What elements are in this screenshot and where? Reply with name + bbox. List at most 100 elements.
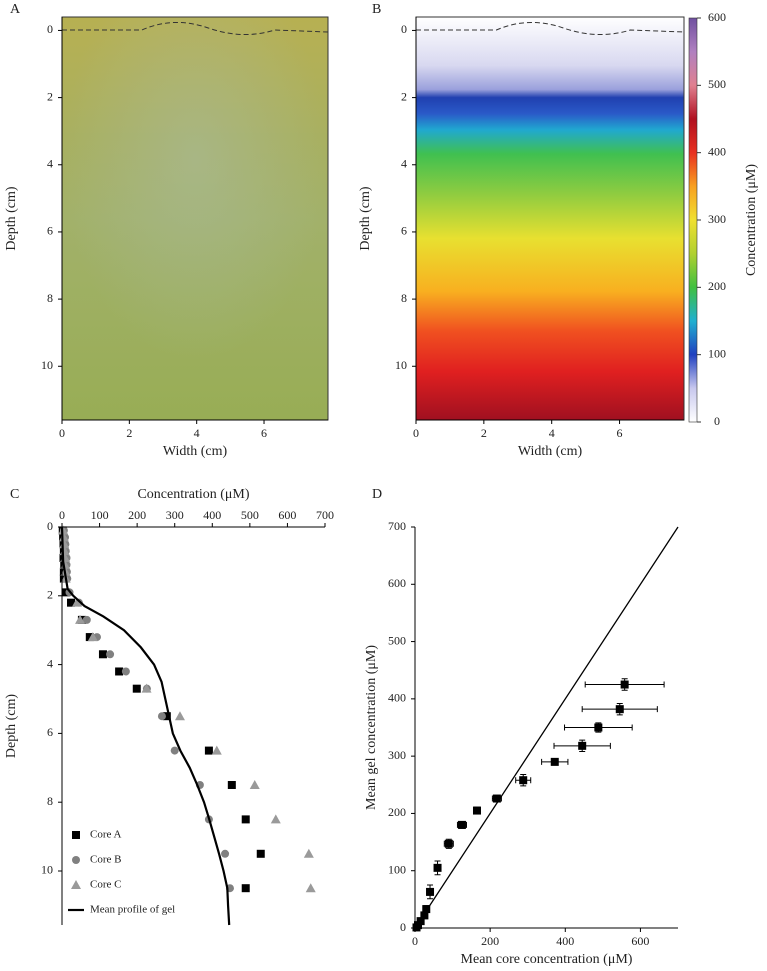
- colorbar-tick-label: 500: [708, 77, 726, 91]
- marker-square: [162, 712, 171, 721]
- x-tick-label: 6: [261, 426, 267, 440]
- y-tick-label: 700: [388, 519, 406, 533]
- marker-square: [241, 884, 250, 893]
- marker-square: [615, 705, 624, 714]
- marker-square: [256, 849, 265, 858]
- y-axis-title: Depth (cm): [358, 186, 373, 250]
- y-tick-label: 0: [47, 22, 53, 36]
- x-tick-label: 0: [59, 508, 65, 522]
- marker-square: [550, 757, 559, 766]
- marker-square: [85, 633, 94, 642]
- y-tick-label: 500: [388, 633, 406, 647]
- y-tick-label: 400: [388, 691, 406, 705]
- surface-line: [62, 21, 329, 36]
- y-tick-label: 8: [47, 794, 53, 808]
- x-tick-label: 4: [194, 426, 200, 440]
- colorbar-tick-label: 0: [714, 414, 720, 428]
- marker-square: [241, 815, 250, 824]
- y-tick-label: 0: [401, 22, 407, 36]
- marker-square: [204, 746, 213, 755]
- marker-triangle: [270, 814, 281, 824]
- y-tick-label: 100: [388, 862, 406, 876]
- marker-square: [426, 887, 435, 896]
- y-axis-title: Depth (cm): [4, 186, 19, 250]
- marker-square: [115, 667, 124, 676]
- marker-square: [227, 780, 236, 789]
- marker-square: [422, 905, 431, 914]
- y-tick-label: 0: [47, 519, 53, 533]
- marker-square: [472, 806, 481, 815]
- y-tick-label: 4: [401, 157, 407, 171]
- y-tick-label: 2: [47, 588, 53, 602]
- x-axis-title: Width (cm): [163, 444, 228, 459]
- y-tick-label: 6: [401, 224, 407, 238]
- legend-label: Core C: [90, 879, 121, 891]
- y-tick-label: 8: [401, 291, 407, 305]
- marker-square: [578, 741, 587, 750]
- marker-triangle: [72, 597, 83, 607]
- y-tick-label: 6: [47, 224, 53, 238]
- panel-label: A: [10, 2, 21, 17]
- marker-square: [620, 680, 629, 689]
- colorbar-tick-label: 600: [708, 10, 726, 24]
- x-tick-label: 200: [481, 934, 499, 948]
- x-tick-label: 700: [316, 508, 334, 522]
- surface-line: [416, 21, 685, 36]
- marker-square: [457, 820, 466, 829]
- y-tick-label: 10: [41, 358, 53, 372]
- panel-label: C: [10, 487, 19, 502]
- x-tick-label: 0: [412, 934, 418, 948]
- marker-square: [433, 863, 442, 872]
- marker-circle: [121, 667, 130, 676]
- marker-square: [444, 839, 453, 848]
- marker-circle: [106, 650, 115, 659]
- y-tick-label: 200: [388, 805, 406, 819]
- marker-square: [420, 911, 429, 920]
- y-tick-label: 300: [388, 748, 406, 762]
- x-tick-label: 300: [166, 508, 184, 522]
- x-tick-label: 0: [59, 426, 65, 440]
- y-axis-title: Depth (cm): [4, 694, 19, 758]
- x-tick-label: 0: [413, 426, 419, 440]
- x-tick-label: 2: [481, 426, 487, 440]
- y-tick-label: 4: [47, 157, 53, 171]
- x-axis-title: Mean core concentration (μM): [461, 952, 633, 967]
- legend-label: Core A: [90, 829, 122, 841]
- y-tick-label: 6: [47, 725, 53, 739]
- colorbar-tick-label: 200: [708, 279, 726, 293]
- x-tick-label: 6: [617, 426, 623, 440]
- legend-label: Mean profile of gel: [90, 904, 175, 916]
- marker-triangle: [303, 848, 314, 858]
- panel: D 0 200 400 600 0 100 200 300 400 500 600 700 Mean co…: [364, 487, 679, 967]
- image: [416, 17, 684, 420]
- marker-triangle: [305, 883, 316, 893]
- marker-square: [519, 776, 528, 785]
- legend-marker: [72, 856, 80, 864]
- marker-circle: [157, 712, 166, 721]
- y-tick-label: 2: [401, 89, 407, 103]
- line-series: [60, 526, 231, 926]
- x-tick-label: 600: [631, 934, 649, 948]
- x-tick-label: 100: [91, 508, 109, 522]
- y-tick-label: 4: [47, 656, 53, 670]
- x-tick-label: 600: [278, 508, 296, 522]
- x-axis-title: Concentration (μM): [137, 487, 249, 502]
- marker-circle: [221, 849, 230, 858]
- y-tick-label: 2: [47, 89, 53, 103]
- panel: A 0 2 4 6 0 2 4 6 8 10 Width (cm) Depth (cm): [4, 2, 329, 459]
- marker-triangle: [87, 632, 98, 642]
- image-haze: [62, 17, 328, 420]
- marker-triangle: [141, 683, 152, 693]
- marker-square: [98, 650, 107, 659]
- y-tick-label: 600: [388, 576, 406, 590]
- marker-triangle: [249, 779, 260, 789]
- y-axis-title: Mean gel concentration (μM): [364, 645, 379, 810]
- panel-label: B: [372, 2, 381, 17]
- marker-square: [67, 598, 76, 607]
- panel: C Core A Core B Core C Mean profile of gel 0 1…: [4, 487, 334, 926]
- x-tick-label: 200: [128, 508, 146, 522]
- x-tick-label: 4: [549, 426, 555, 440]
